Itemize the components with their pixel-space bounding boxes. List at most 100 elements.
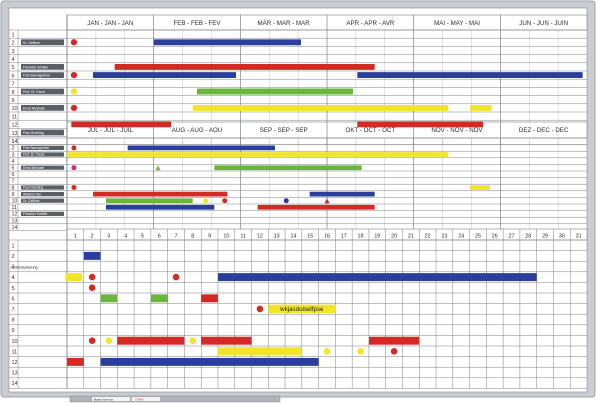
- tray-left-label: Board-Service: [94, 398, 113, 402]
- daily-day-number: 19: [374, 234, 380, 240]
- daily-day-number: 29: [542, 234, 548, 240]
- half2-marker-triangle: [155, 165, 161, 171]
- daily-schedule-bar: [100, 357, 319, 366]
- half1-row-number: 11: [12, 114, 18, 120]
- daily-day-number: 15: [307, 234, 313, 240]
- daily-schedule-bar: [201, 294, 218, 303]
- daily-day-number: 20: [391, 234, 397, 240]
- half2-marker-dot: [71, 184, 77, 191]
- daily-row-number: 12: [12, 360, 18, 366]
- half1-row-number: 3: [12, 49, 15, 55]
- half1-row-number: 5: [12, 65, 15, 71]
- half1-name-plate: [21, 88, 64, 95]
- daily-marker-dot: [88, 337, 96, 345]
- daily-row-number: 11: [12, 349, 18, 355]
- daily-marker-dot: [105, 337, 113, 345]
- daily-schedule-bar: [100, 294, 118, 303]
- daily-day-number: 4: [124, 234, 127, 240]
- daily-marker-dot: [172, 273, 180, 281]
- daily-day-number: 16: [324, 234, 330, 240]
- half2-row-number: 4: [12, 159, 15, 165]
- daily-day-number: 24: [458, 234, 464, 240]
- half2-name-label: Friedrich Schiller: [23, 212, 48, 216]
- daily-row-number: 1: [12, 243, 15, 249]
- daily-day-number: 21: [408, 234, 414, 240]
- daily-row-number: 4: [12, 275, 15, 281]
- half2-row-number: 6: [12, 172, 15, 178]
- daily-marker-dot: [390, 348, 398, 355]
- half2-marker-dot: [283, 198, 289, 204]
- half2-schedule-bar: [257, 204, 375, 210]
- daily-day-number: 18: [358, 234, 364, 240]
- half2-marker-dot: [71, 165, 77, 171]
- half2-schedule-bar: [127, 145, 276, 151]
- daily-schedule-bar: [83, 251, 101, 260]
- marker-tray: [69, 395, 281, 403]
- half2-schedule-bar: [67, 152, 449, 157]
- half1-row-number: 14: [12, 139, 18, 145]
- daily-row-number: 9: [12, 328, 15, 334]
- half2-row-number: 5: [12, 166, 15, 172]
- half2-name-plate: [21, 145, 64, 150]
- daily-day-number: 13: [274, 234, 280, 240]
- half2-month-label: OKT - OCT - OCT: [346, 127, 396, 134]
- daily-note-plate: [268, 304, 336, 314]
- half1-month-label: JAN - JAN - JAN: [87, 20, 133, 27]
- half2-name-label: Paul Grünling: [23, 186, 43, 190]
- half2-row-number: 7: [12, 179, 15, 185]
- half2-month-label: SEP - SEP - SEP: [260, 127, 308, 134]
- half1-name-plate: [21, 64, 64, 70]
- half1-schedule-bar: [192, 104, 449, 111]
- half1-row-number: 9: [12, 98, 15, 104]
- daily-day-number: 6: [158, 234, 161, 240]
- half1-marker-dot: [70, 39, 78, 46]
- daily-row-number: 3: [12, 265, 15, 271]
- half1-schedule-bar: [114, 63, 375, 70]
- half2-schedule-bar: [470, 185, 490, 190]
- daily-row-number: 14: [12, 381, 18, 387]
- daily-schedule-bar: [368, 336, 420, 345]
- half2-row-number: 14: [12, 225, 18, 231]
- daily-day-number: 30: [559, 234, 565, 240]
- daily-row-number: 13: [12, 371, 18, 377]
- half1-schedule-bar: [93, 72, 236, 79]
- label-layer: JAN - JAN - JAN FEB - FEB - FEV MÄR - MAR …: [11, 20, 582, 387]
- half2-marker-dot: [71, 145, 77, 151]
- half1-name-label: Prof. Dr. Faust: [23, 90, 45, 94]
- half1-name-label: Dr. Gelltner: [23, 41, 41, 45]
- daily-schedule-bar: [150, 294, 168, 303]
- daily-schedule-bar: [67, 357, 84, 366]
- half2-marker-triangle: [324, 198, 330, 204]
- half2-row-number: 11: [12, 205, 18, 211]
- half2-row-number: 10: [12, 199, 18, 205]
- daily-row-number: 2: [12, 254, 15, 260]
- half1-month-label: MÄR - MAR - MAR: [258, 20, 311, 27]
- half2-name-label: Dr. Gelltner: [23, 199, 41, 203]
- daily-marker-dot: [88, 273, 96, 281]
- half1-name-plate: [21, 39, 64, 46]
- half1-marker-dot: [70, 88, 78, 95]
- half2-schedule-bar: [93, 191, 228, 197]
- grid-layer: [9, 14, 588, 389]
- daily-day-number: 14: [290, 234, 296, 240]
- half1-row-number: 12: [12, 123, 18, 129]
- daily-marker-dot: [357, 348, 364, 355]
- half2-month-label: DEZ - DEC - DEC: [519, 127, 569, 134]
- daily-day-number: 23: [441, 234, 447, 240]
- daily-day-number: 17: [341, 234, 347, 240]
- daily-day-number: 28: [525, 234, 531, 240]
- half2-row-number: 13: [12, 218, 18, 224]
- half2-name-plate: [21, 192, 64, 197]
- half2-row-number: 1: [12, 139, 15, 145]
- daily-day-number: 2: [91, 234, 94, 240]
- daily-marker-dot: [323, 348, 331, 355]
- daily-day-number: 31: [576, 234, 582, 240]
- half2-schedule-bar: [214, 165, 362, 171]
- daily-label-bar: [65, 273, 83, 282]
- half1-name-label: Paul Grünling: [23, 131, 44, 135]
- half2-name-label: Wilhelm Tell: [23, 192, 41, 196]
- daily-row-number: 6: [12, 296, 15, 302]
- half1-month-label: JUN - JUN - JUIN: [519, 20, 568, 27]
- items-layer: wkjasdoiselfpse: [65, 39, 583, 366]
